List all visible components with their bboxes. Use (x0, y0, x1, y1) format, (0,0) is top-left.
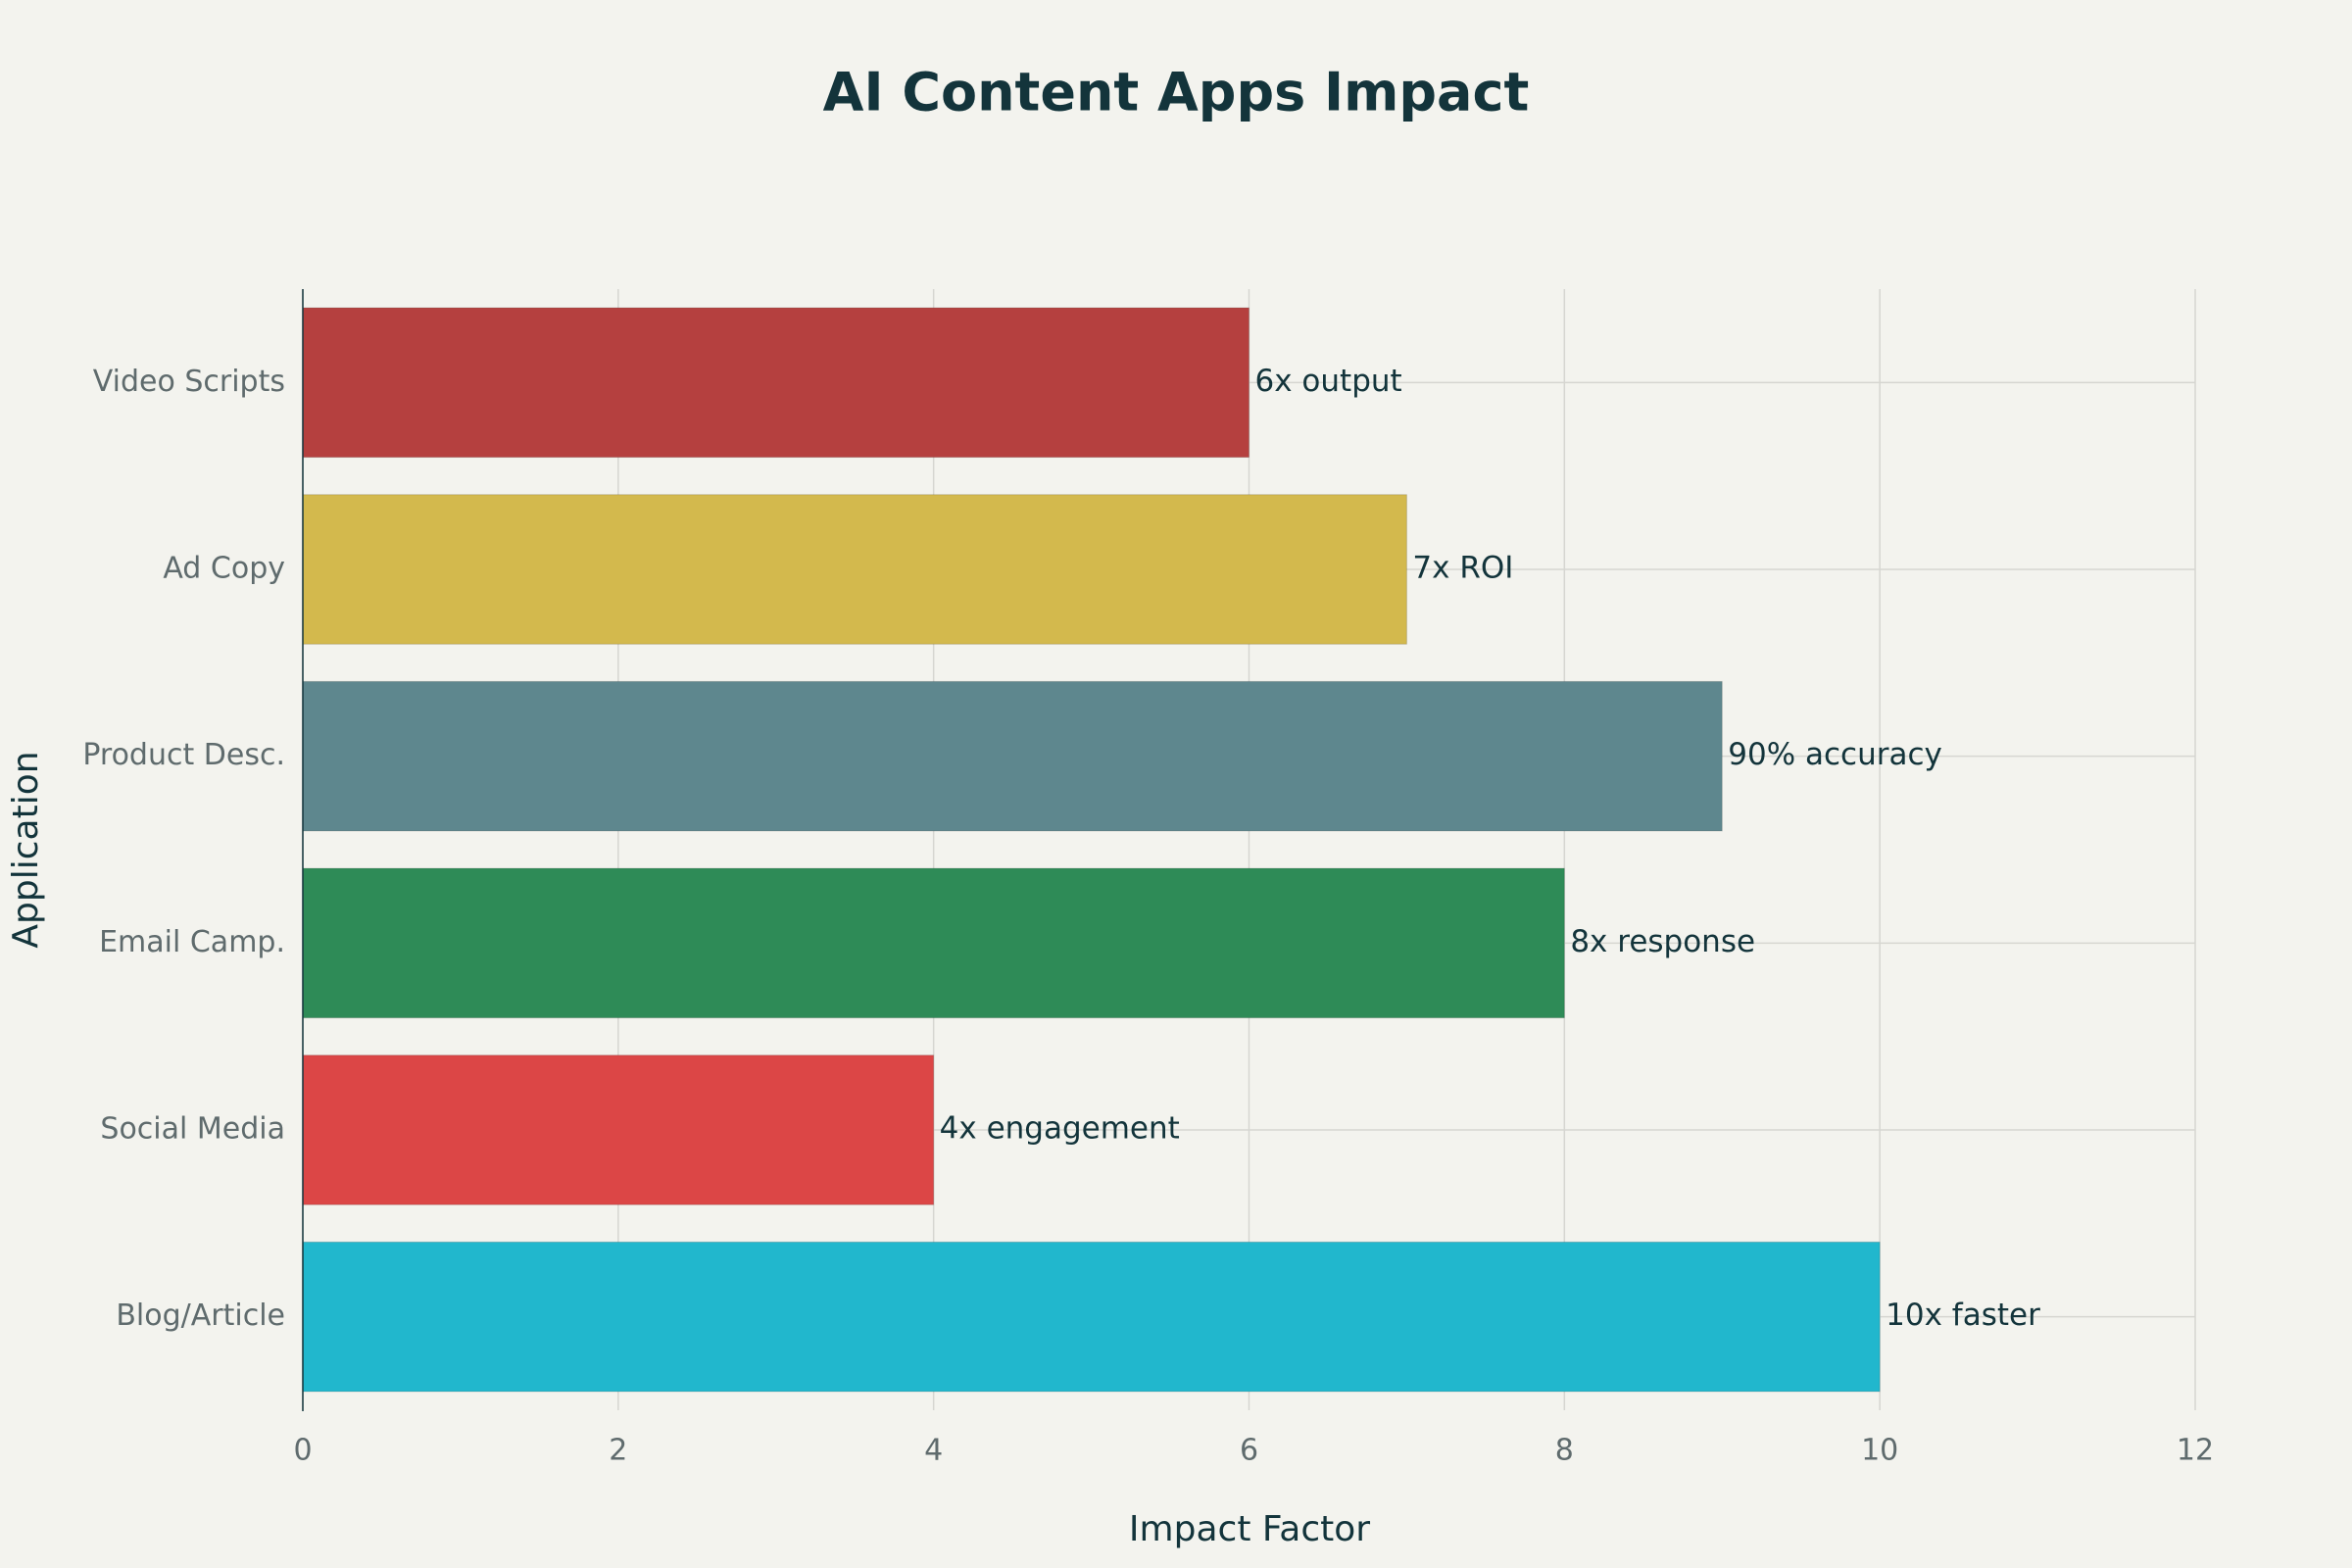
y-tick-label: Ad Copy (163, 552, 285, 586)
bar-annotation: 90% accuracy (1728, 737, 1942, 772)
bar-annotation: 10x faster (1886, 1298, 2040, 1333)
bar-annotation: 6x output (1255, 364, 1402, 399)
x-tick-label: 0 (293, 1434, 312, 1468)
x-tick-label: 10 (1861, 1434, 1898, 1468)
x-tick-label: 12 (2177, 1434, 2214, 1468)
y-tick-label: Blog/Article (116, 1298, 285, 1333)
bar-annotation: 7x ROI (1412, 551, 1513, 586)
y-tick-label: Video Scripts (93, 365, 285, 399)
x-axis-title: Impact Factor (1129, 1509, 1370, 1549)
bar (302, 680, 1723, 832)
y-tick-label: Email Camp. (99, 925, 285, 959)
x-tick-label: 4 (924, 1434, 943, 1468)
bar (302, 867, 1565, 1019)
bar-annotation: 4x engagement (940, 1111, 1180, 1147)
x-tick-label: 8 (1555, 1434, 1574, 1468)
bar (302, 307, 1250, 459)
y-axis-title: Application (6, 751, 46, 948)
x-tick-label: 6 (1240, 1434, 1258, 1468)
x-tick-label: 2 (609, 1434, 627, 1468)
y-tick-label: Product Desc. (82, 738, 285, 772)
y-tick-label: Social Media (100, 1112, 285, 1147)
bar (302, 1241, 1881, 1393)
bar (302, 494, 1407, 645)
chart-title: AI Content Apps Impact (823, 62, 1530, 123)
bar-annotation: 8x response (1570, 924, 1755, 959)
bar (302, 1054, 935, 1205)
